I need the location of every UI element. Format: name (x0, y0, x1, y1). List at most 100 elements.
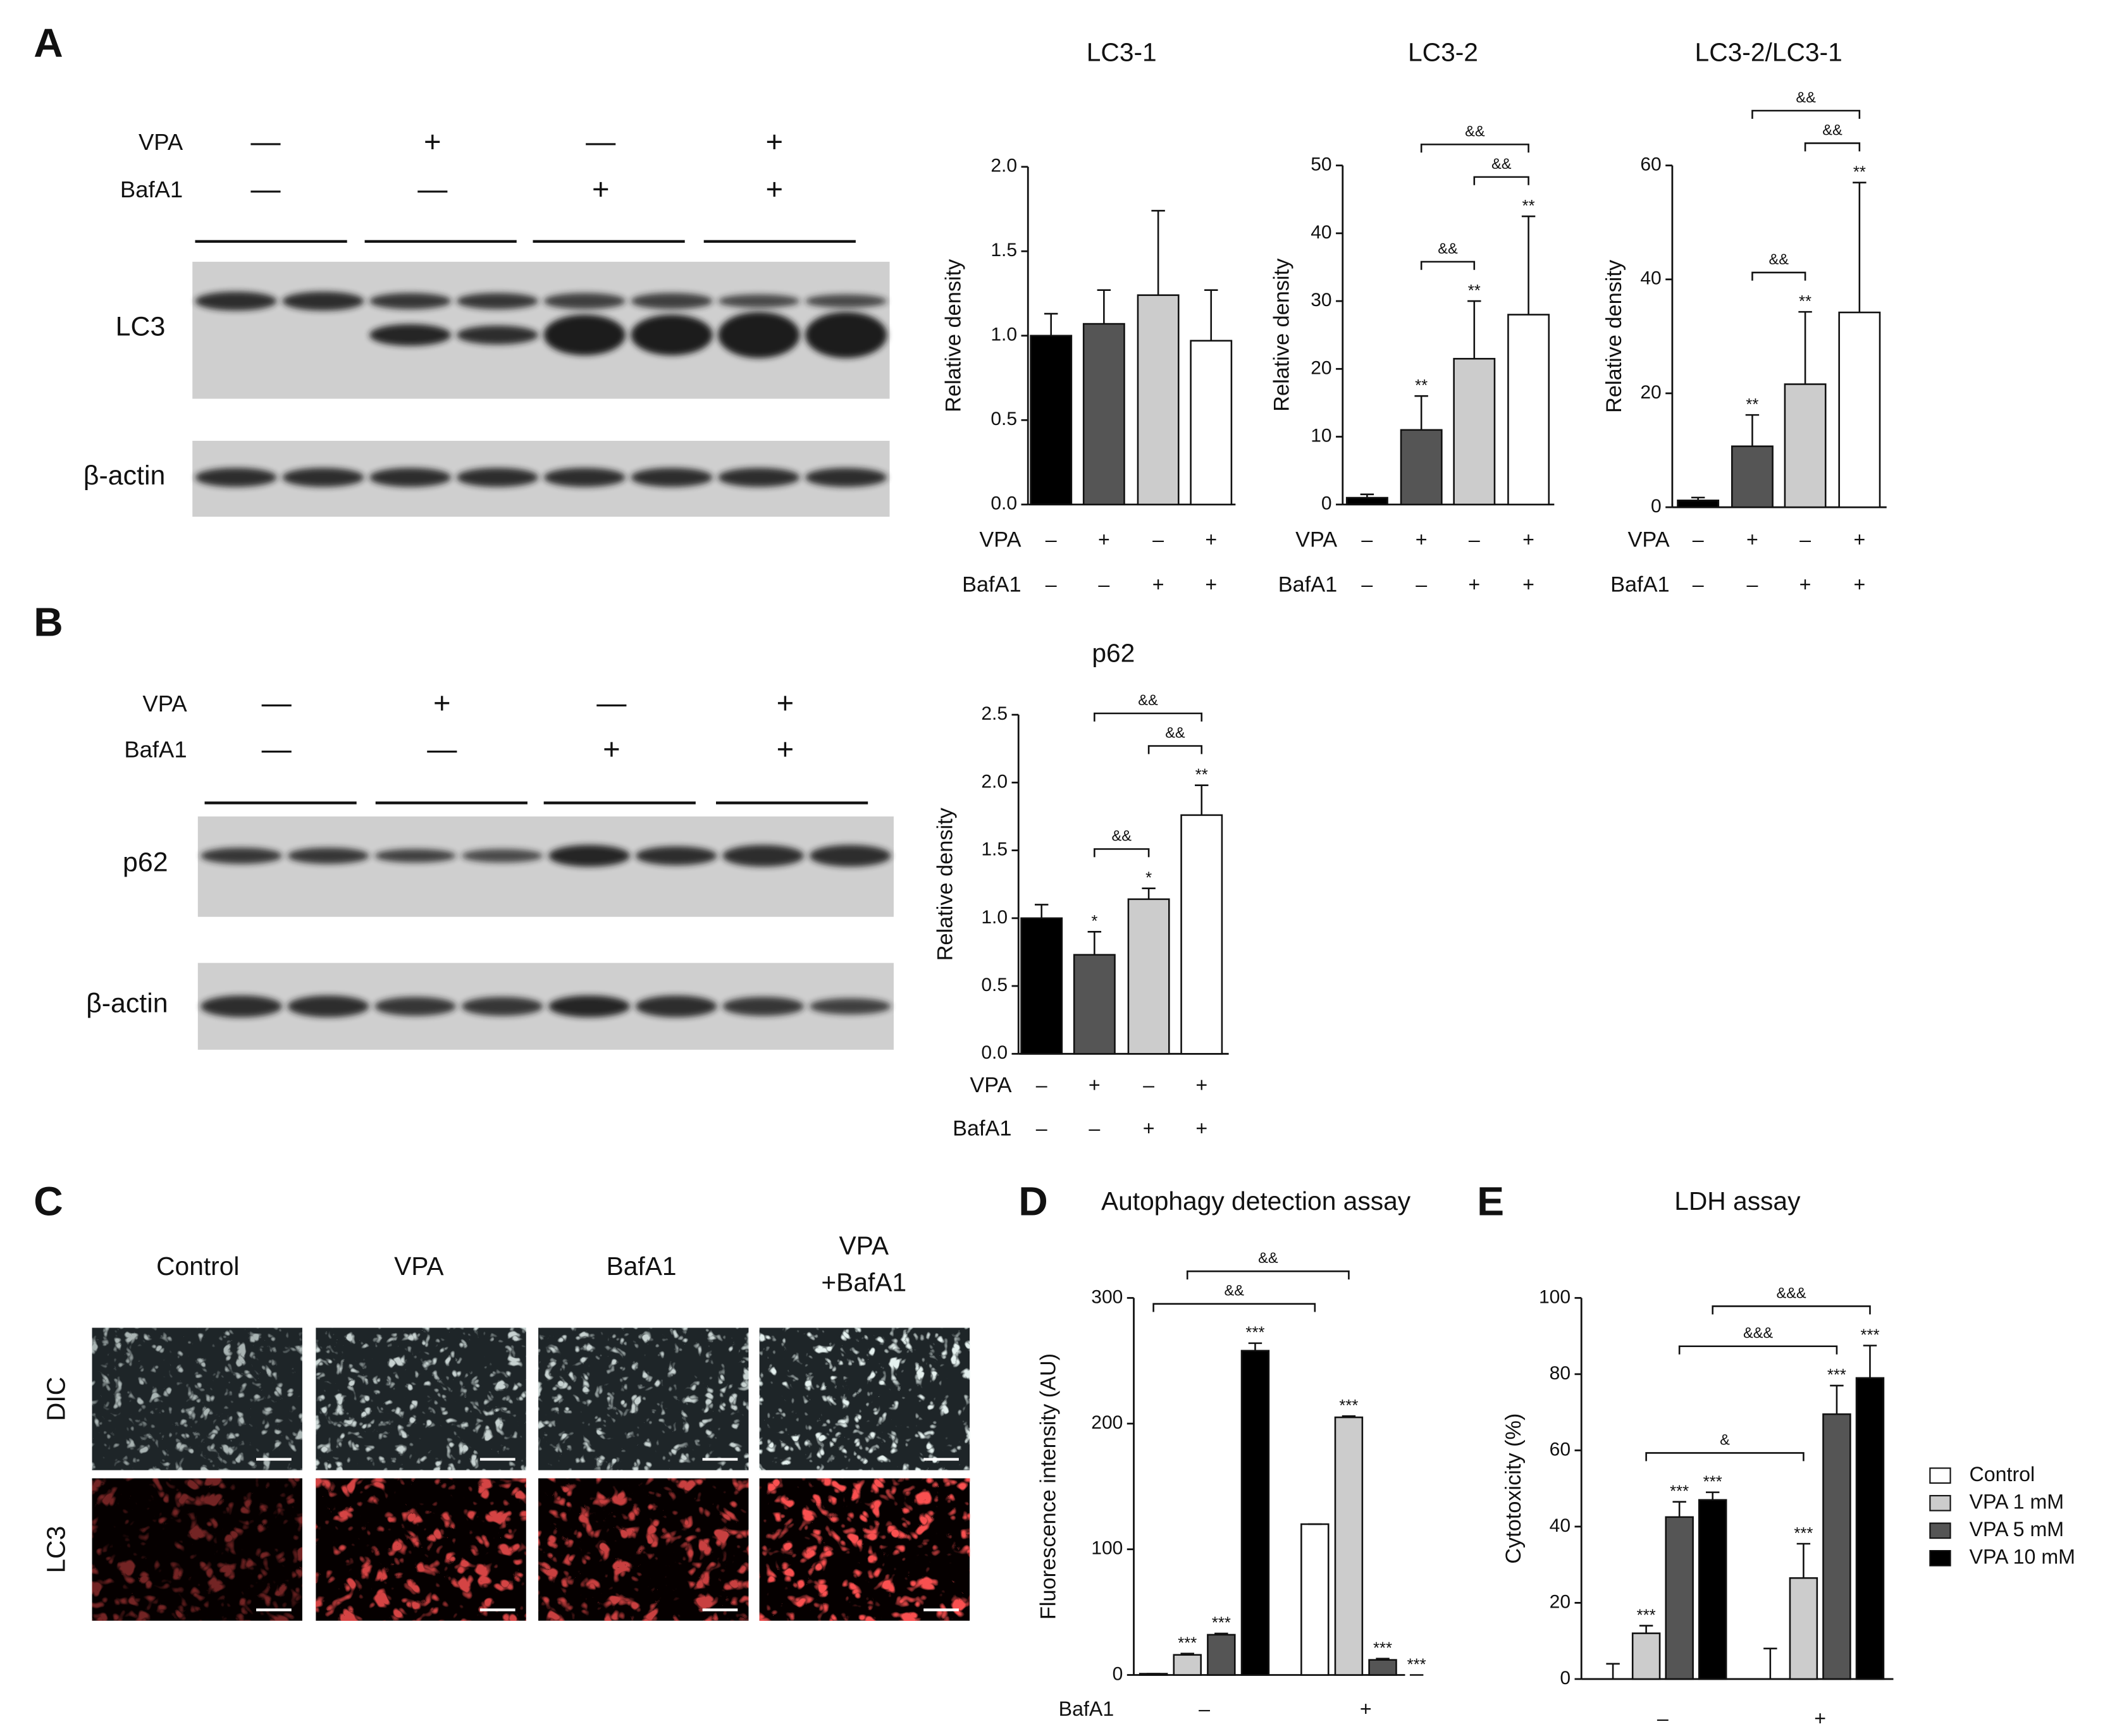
micrograph (316, 1478, 526, 1621)
y-tick-label: 30 (1311, 290, 1331, 311)
y-tick-label: 0 (1113, 1663, 1123, 1684)
y-tick-label: 0 (1321, 493, 1332, 514)
y-tick-label: 0.0 (991, 493, 1017, 514)
chart-title: LC3-2/LC3-1 (1695, 38, 1842, 67)
significance-label: ** (1195, 766, 1208, 784)
y-tick-label: 1.0 (981, 907, 1008, 928)
condition-sign: + (1143, 1117, 1155, 1140)
treatment-sign: + (765, 172, 783, 206)
error-bar (1142, 887, 1156, 899)
y-tick-label: 20 (1311, 357, 1331, 378)
condition-sign: – (1799, 528, 1811, 551)
y-axis-label: Relative density (942, 259, 966, 412)
significance-label: ** (1853, 163, 1866, 181)
error-bar (1798, 311, 1812, 385)
condition-sign: – (1046, 573, 1057, 596)
micrograph (759, 1478, 970, 1621)
legend-label: VPA 1 mM (1970, 1490, 2065, 1513)
blot-band (631, 467, 713, 487)
treatment-sign: + (592, 172, 610, 206)
micrograph (316, 1327, 526, 1470)
panel-label: B (34, 600, 63, 645)
blot-band (201, 847, 283, 865)
x-tick-label: + (1360, 1697, 1372, 1720)
bracket-label: && (1224, 1283, 1244, 1299)
bracket-label: && (1769, 251, 1789, 268)
treatment-sign: + (603, 732, 620, 766)
error-bar (1863, 1345, 1877, 1378)
blot-band (282, 292, 364, 311)
condition-label: BafA1 (962, 573, 1021, 597)
micrograph (92, 1478, 302, 1621)
y-tick-label: 60 (1640, 154, 1661, 175)
y-axis-label: Relative density (1602, 259, 1626, 413)
bracket-label: && (1465, 123, 1485, 139)
error-bar (1705, 1491, 1720, 1500)
chart-title: Autophagy detection assay (1101, 1186, 1411, 1216)
blot-band (631, 314, 713, 355)
treatment-sign: + (777, 686, 794, 720)
treatment-sign: — (586, 125, 616, 158)
significance-label: *** (1178, 1634, 1197, 1652)
blot-band (543, 467, 626, 487)
condition-label: VPA (979, 528, 1021, 552)
blot-band (282, 467, 364, 487)
y-tick-label: 80 (1550, 1363, 1571, 1384)
condition-sign: – (1098, 573, 1109, 596)
error-bar (1467, 300, 1481, 359)
condition-sign: – (1143, 1073, 1154, 1096)
error-bar (1204, 289, 1218, 341)
blot-band (805, 294, 887, 308)
y-tick-label: 0 (1651, 496, 1662, 517)
error-bar (1360, 493, 1374, 498)
significance-label: *** (1245, 1324, 1264, 1342)
treatment-sign: — (596, 686, 627, 720)
blot-band (201, 995, 283, 1018)
condition-label: BafA1 (953, 1116, 1011, 1140)
y-tick-label: 0.0 (981, 1042, 1008, 1063)
bracket-label: && (1822, 121, 1842, 138)
blot-band (548, 995, 631, 1018)
bar (1784, 383, 1827, 508)
significance-bracket (1751, 271, 1806, 281)
condition-sign: + (1468, 573, 1480, 596)
treatment-sign: — (427, 732, 457, 766)
blot-band (461, 849, 543, 863)
legend-swatch (1929, 1494, 1951, 1511)
condition-sign: + (1416, 528, 1428, 551)
y-tick-label: 20 (1550, 1591, 1571, 1612)
panel-label: D (1018, 1178, 1047, 1224)
y-tick-label: 0 (1560, 1668, 1571, 1689)
blot-band (195, 292, 277, 311)
error-bar (1672, 1501, 1686, 1517)
y-tick-label: 40 (1550, 1515, 1571, 1536)
bar (1677, 499, 1720, 508)
blot-band (718, 467, 800, 487)
condition-sign: – (1046, 528, 1057, 551)
condition-sign: – (1693, 528, 1704, 551)
condition-sign: – (1036, 1073, 1047, 1096)
bar (1731, 445, 1774, 508)
bar (1698, 1499, 1727, 1680)
blot-band (456, 325, 539, 345)
micrograph (759, 1327, 970, 1470)
legend-swatch (1929, 1467, 1951, 1484)
treatment-label: BafA1 (120, 176, 183, 202)
significance-label: ** (1415, 377, 1428, 395)
treatment-sign: — (250, 172, 281, 206)
blot-band (718, 312, 800, 359)
bar (1240, 1350, 1270, 1676)
significance-bracket (1678, 1345, 1838, 1355)
row-label: LC3 (42, 1526, 71, 1573)
y-tick-label: 20 (1640, 382, 1661, 403)
bar (1822, 1413, 1851, 1680)
condition-label: VPA (1295, 528, 1337, 552)
panel-label: C (34, 1178, 63, 1224)
chart-title: LC3-2 (1408, 38, 1478, 67)
condition-sign: – (1036, 1117, 1047, 1140)
error-bar (1830, 1384, 1844, 1415)
bar (1073, 954, 1116, 1055)
bracket-label: && (1438, 240, 1458, 257)
panel-label: A (34, 20, 63, 66)
error-bar (1606, 1663, 1620, 1679)
